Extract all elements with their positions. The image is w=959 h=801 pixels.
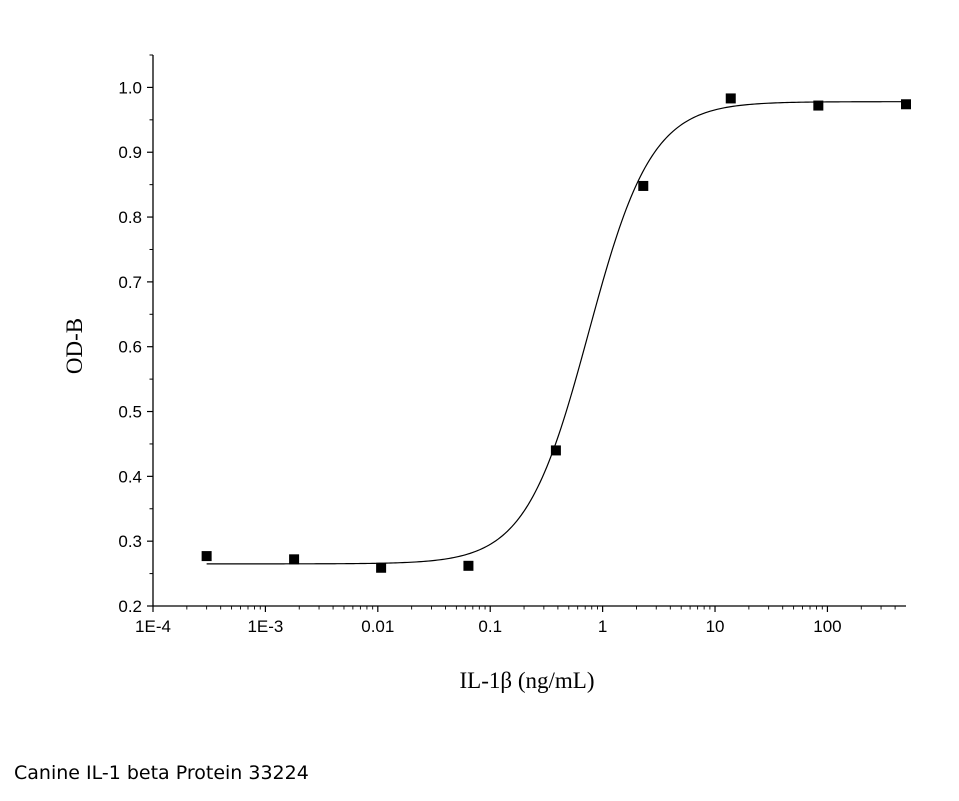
y-tick-label: 0.7 <box>118 273 142 292</box>
y-tick-label: 0.2 <box>118 597 142 616</box>
axes: 0.2 0.3 0.4 0.5 0.6 0.7 0.8 0.9 1.0 1E-4 1E-3 0.01 0… <box>118 54 906 636</box>
data-point <box>813 100 824 111</box>
x-tick-label: 0.01 <box>361 617 394 636</box>
y-tick-label: 0.8 <box>118 208 142 227</box>
y-axis-title: OD-B <box>62 318 87 374</box>
data-point <box>201 551 212 562</box>
y-tick-label: 0.9 <box>118 143 142 162</box>
data-point <box>550 445 561 456</box>
x-tick-label: 10 <box>706 617 725 636</box>
data-point <box>638 180 649 191</box>
data-points <box>201 93 911 573</box>
data-point <box>901 99 911 110</box>
x-axis-title: IL-1β (ng/mL) <box>460 668 595 693</box>
x-tick-label: 1E-3 <box>247 617 283 636</box>
x-tick-label: 1E-4 <box>135 617 171 636</box>
x-tick-label: 0.1 <box>478 617 502 636</box>
y-tick-label: 0.3 <box>118 532 142 551</box>
data-point <box>376 562 387 573</box>
chart: 0.2 0.3 0.4 0.5 0.6 0.7 0.8 0.9 1.0 1E-4 1E-3 0.01 0… <box>62 54 911 693</box>
y-tick-label: 1.0 <box>118 78 142 97</box>
y-tick-label: 0.5 <box>118 403 142 422</box>
data-point <box>463 560 474 571</box>
data-point <box>725 93 736 104</box>
fit-curve <box>206 101 906 565</box>
y-tick-label: 0.6 <box>118 338 142 357</box>
x-tick-label: 1 <box>598 617 607 636</box>
data-point <box>289 554 300 565</box>
x-tick-label: 100 <box>813 617 841 636</box>
figure-caption: Canine IL-1 beta Protein 33224 <box>14 762 309 784</box>
y-tick-label: 0.4 <box>118 467 142 486</box>
